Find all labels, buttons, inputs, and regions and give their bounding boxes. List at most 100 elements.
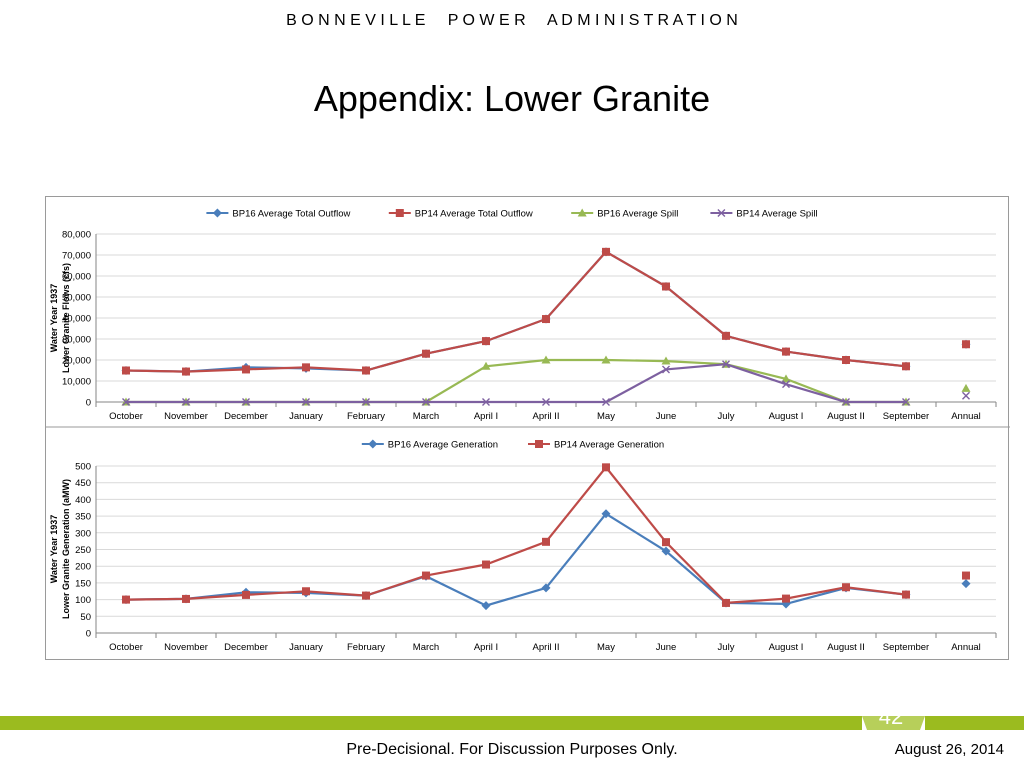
- chart2-series-line: [125, 465, 907, 605]
- chart2-xtick-label: March: [413, 642, 439, 653]
- chart2-xtick-label: October: [109, 642, 143, 653]
- chart2-xtick-label: February: [347, 642, 385, 653]
- chart2-data-point: [481, 601, 491, 611]
- chart2-ytick-label: 0: [86, 629, 91, 640]
- chart-frame: 0 10,000 20,000 30,000 40,000 50,000 60,000 70,…: [45, 196, 1010, 660]
- chart2-ytick-label: 50: [80, 612, 91, 623]
- chart2-data-point: [422, 571, 430, 580]
- chart2-xtick-label: June: [656, 642, 677, 653]
- chart1-legend-label: BP16 Average Spill: [597, 209, 678, 220]
- chart1-series-line: [125, 250, 907, 373]
- chart1-data-point: [662, 282, 670, 291]
- chart1-series-line: [126, 363, 906, 404]
- footer-disclaimer: Pre-Decisional. For Discussion Purposes …: [346, 741, 678, 758]
- page-number: 42: [878, 704, 904, 729]
- chart2-xtick-label: January: [289, 642, 323, 653]
- chart2-data-point: [242, 590, 250, 599]
- footer-date: August 26, 2014: [894, 741, 1004, 758]
- chart1-ytick-label: 60,000: [62, 272, 91, 283]
- chart2-data-point: [602, 463, 610, 472]
- chart1-xtick-label: April I: [474, 411, 498, 422]
- chart1-xtick-label: August II: [827, 411, 865, 422]
- chart1-xtick-label: Annual: [951, 411, 981, 422]
- chart2-data-point: [182, 594, 190, 603]
- chart1-xtick-label: February: [347, 411, 385, 422]
- chart2-data-point: [961, 579, 971, 589]
- chart2-data-point: [302, 587, 310, 596]
- chart1-data-point: [782, 347, 790, 356]
- chart2-ytick-label: 200: [75, 562, 91, 573]
- chart1-data-point: [962, 391, 970, 400]
- footer-bar: [0, 716, 1024, 730]
- chart1-data-point: [961, 383, 971, 392]
- chart2-data-point: [782, 594, 790, 603]
- chart1-xtick-label: August I: [769, 411, 804, 422]
- chart2-xtick-label: April I: [474, 642, 498, 653]
- chart1-data-point: [422, 398, 430, 406]
- chart1-data-point: [902, 362, 910, 371]
- chart1-data-point: [782, 380, 790, 389]
- chart2-legend-marker: [368, 439, 378, 449]
- chart2-xtick-label: December: [224, 642, 268, 653]
- chart1-data-point: [182, 398, 190, 406]
- chart1-data-point: [781, 374, 791, 383]
- chart2-data-point: [122, 595, 130, 604]
- chart1-data-point: [362, 366, 370, 375]
- chart1-ytick-label: 50,000: [62, 293, 91, 304]
- chart1-ytick-label: 10,000: [62, 377, 91, 388]
- chart1-data-point: [722, 331, 730, 340]
- chart2-ylabel: Water Year 1937: [49, 515, 59, 584]
- chart1-data-point: [482, 337, 490, 346]
- chart1-data-point: [182, 367, 190, 376]
- chart1-data-point: [302, 398, 310, 406]
- chart1-data-point: [242, 365, 250, 374]
- chart2-ytick-label: 400: [75, 495, 91, 506]
- chart1-legend-label: BP16 Average Total Outflow: [232, 209, 350, 220]
- chart1-data-point: [362, 398, 370, 406]
- chart2-xtick-label: April II: [533, 642, 560, 653]
- chart2-data-point: [482, 560, 490, 569]
- chart1-ytick-label: 20,000: [62, 356, 91, 367]
- chart2-data-point: [962, 571, 970, 580]
- chart1-ytick-label: 70,000: [62, 251, 91, 262]
- chart1-legend-marker: [717, 209, 726, 217]
- chart2-data-point: [722, 598, 730, 607]
- chart2-legend-marker: [535, 440, 543, 448]
- chart1-data-point: [242, 398, 250, 406]
- chart1-data-point: [542, 315, 550, 324]
- chart1-xtick-label: May: [597, 411, 615, 422]
- footer-bar-left: [0, 716, 862, 730]
- chart1-ytick-label: 30,000: [62, 335, 91, 346]
- chart1-legend-label: BP14 Average Total Outflow: [415, 209, 533, 220]
- chart2-ytick-label: 350: [75, 512, 91, 523]
- chart2-xtick-label: August I: [769, 642, 804, 653]
- chart1-legend-marker: [212, 208, 222, 218]
- chart1-data-point: [662, 365, 670, 374]
- chart2-data-point: [542, 537, 550, 546]
- footer-bar-right: [925, 716, 1024, 730]
- chart2-data-point: [842, 583, 850, 592]
- chart1-data-point: [542, 398, 550, 406]
- chart2-data-point: [362, 591, 370, 600]
- chart1-xtick-label: June: [656, 411, 677, 422]
- chart1-data-point: [722, 360, 730, 369]
- chart2-xtick-label: September: [883, 642, 929, 653]
- page-title: Appendix: Lower Granite: [313, 78, 711, 119]
- chart1-data-point: [601, 355, 611, 364]
- chart1-legend-marker: [577, 208, 587, 217]
- chart1-xtick-label: March: [413, 411, 439, 422]
- chart1-xtick-label: November: [164, 411, 208, 422]
- chart1-xtick-label: July: [718, 411, 735, 422]
- chart1-xtick-label: December: [224, 411, 268, 422]
- chart2-legend-label: BP16 Average Generation: [388, 440, 498, 451]
- chart1-xtick-label: April II: [533, 411, 560, 422]
- chart1-data-point: [602, 398, 610, 406]
- chart1-data-point: [482, 398, 490, 406]
- chart2-xtick-label: August II: [827, 642, 865, 653]
- chart2-ytick-label: 450: [75, 478, 91, 489]
- chart2-data-point: [601, 509, 611, 519]
- chart2-ytick-label: 150: [75, 578, 91, 589]
- chart2-series-line: [125, 512, 907, 607]
- page-number-badge: [862, 716, 925, 730]
- chart2-ylabel: Lower Granite Generation (aMW): [61, 479, 71, 619]
